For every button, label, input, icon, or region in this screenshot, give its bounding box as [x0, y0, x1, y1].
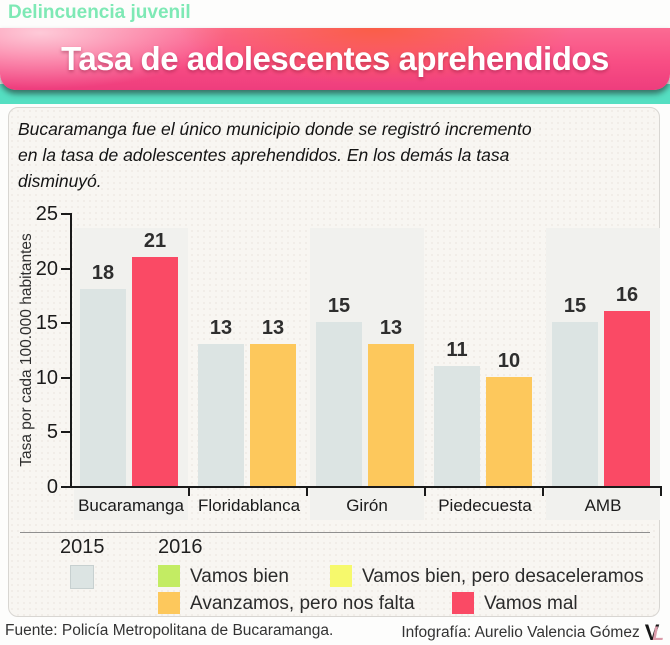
- bar-2016: [486, 376, 532, 486]
- x-axis-tick: [306, 488, 308, 496]
- x-axis-category-label: Piedecuesta: [438, 496, 532, 515]
- y-axis-tick: [61, 431, 70, 434]
- legend-swatch: [452, 592, 474, 614]
- bar-2016: [250, 344, 296, 486]
- legend-divider: [20, 532, 650, 533]
- chart-description: Bucaramanga fue el único municipio donde…: [18, 117, 643, 195]
- x-axis-tick: [542, 488, 544, 496]
- y-axis-tick: [61, 322, 70, 325]
- y-tick-label: 20: [35, 257, 58, 280]
- bar-value-2016: 13: [261, 317, 285, 340]
- y-tick-label: 5: [46, 421, 58, 444]
- description-line: Bucaramanga fue el único municipio donde…: [18, 119, 532, 139]
- x-axis-category-label: Girón: [346, 496, 388, 515]
- kicker-label: Delincuencia juvenil: [8, 2, 191, 23]
- x-axis-tick: [660, 488, 662, 496]
- x-axis-category-label: Bucaramanga: [78, 496, 184, 515]
- legend-swatch: [158, 592, 180, 614]
- y-axis-tick: [61, 486, 70, 488]
- legend-swatch: [330, 565, 352, 587]
- description-line: en la tasa de adolescentes aprehendidos.…: [18, 144, 510, 165]
- vanguardia-logo: V L: [644, 620, 664, 645]
- bar-value-2015: 18: [91, 262, 115, 285]
- bar-value-2015: 15: [563, 295, 587, 318]
- bar-2016: [132, 256, 178, 486]
- legend-swatch: [158, 565, 180, 587]
- bar-2015: [80, 289, 126, 486]
- y-tick-label: 0: [46, 476, 58, 498]
- bar-2015: [198, 344, 244, 486]
- y-axis-title: Tasa por cada 100.000 habitantes: [18, 233, 35, 467]
- logo-letter-v: V: [644, 620, 660, 645]
- bar-2015: [316, 322, 362, 486]
- y-tick-label: 10: [35, 366, 58, 389]
- x-axis-category-label: Floridablanca: [197, 496, 301, 515]
- bar-value-2015: 11: [446, 338, 468, 361]
- legend-swatch: [70, 565, 94, 589]
- legend-year-2016: 2016: [158, 536, 203, 558]
- x-axis-category-label: AMB: [584, 496, 622, 515]
- bar-value-2016: 10: [497, 349, 521, 372]
- legend-label: Vamos mal: [484, 593, 578, 614]
- y-axis-tick: [61, 376, 70, 379]
- bar-2016: [368, 344, 414, 486]
- credit-line: Infografía: Aurelio Valencia Gómez V L: [401, 620, 664, 645]
- y-axis-tick: [61, 267, 70, 270]
- title-banner: Tasa de adolescentes aprehendidos: [0, 28, 670, 90]
- description-line: disminuyó.: [18, 170, 102, 191]
- bar-value-2016: 13: [379, 317, 403, 340]
- credit-text: Infografía: Aurelio Valencia Gómez: [401, 624, 640, 641]
- bar-2016: [604, 311, 650, 486]
- bar-value-2015: 15: [327, 295, 351, 318]
- legend-label: Avanzamos, pero nos falta: [190, 593, 415, 614]
- bar-value-2015: 13: [209, 317, 233, 340]
- logo-letter-l: L: [652, 624, 664, 645]
- x-axis-tick: [424, 488, 426, 496]
- source-text: Fuente: Policía Metropolitana de Bucaram…: [5, 622, 334, 639]
- bar-2015: [434, 365, 480, 486]
- bar-2015: [552, 322, 598, 486]
- y-tick-label: 15: [35, 312, 58, 335]
- page-title: Tasa de adolescentes aprehendidos: [61, 40, 609, 77]
- legend-label: Vamos bien, pero desaceleramos: [362, 566, 644, 587]
- bar-value-2016: 16: [615, 284, 639, 307]
- y-axis-tick: [61, 213, 70, 215]
- bar-value-2016: 21: [143, 229, 167, 252]
- y-axis-line: [70, 213, 72, 488]
- y-tick-label: 25: [35, 203, 58, 225]
- legend-label: Vamos bien: [190, 566, 289, 587]
- legend-year-2015: 2015: [60, 536, 105, 558]
- x-axis-line: [70, 486, 662, 488]
- x-axis-tick: [188, 488, 190, 496]
